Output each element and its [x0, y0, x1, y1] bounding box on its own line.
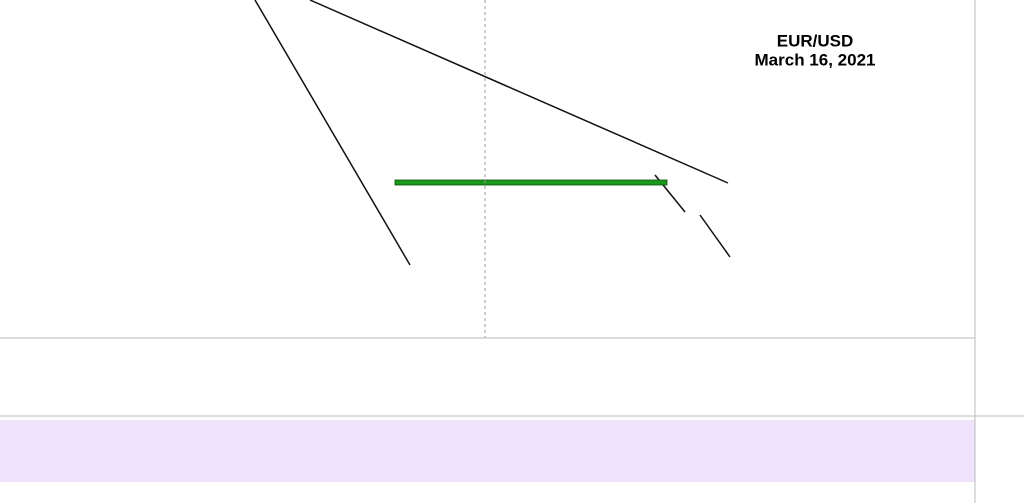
trend-line	[254, 0, 411, 266]
trend-line	[309, 0, 729, 184]
chart-title: EUR/USD	[777, 31, 854, 50]
drawings	[254, 0, 731, 338]
rsi-band	[0, 420, 975, 482]
projection-line	[699, 214, 731, 258]
chart-subtitle: March 16, 2021	[755, 50, 876, 69]
support-zone	[394, 179, 668, 186]
